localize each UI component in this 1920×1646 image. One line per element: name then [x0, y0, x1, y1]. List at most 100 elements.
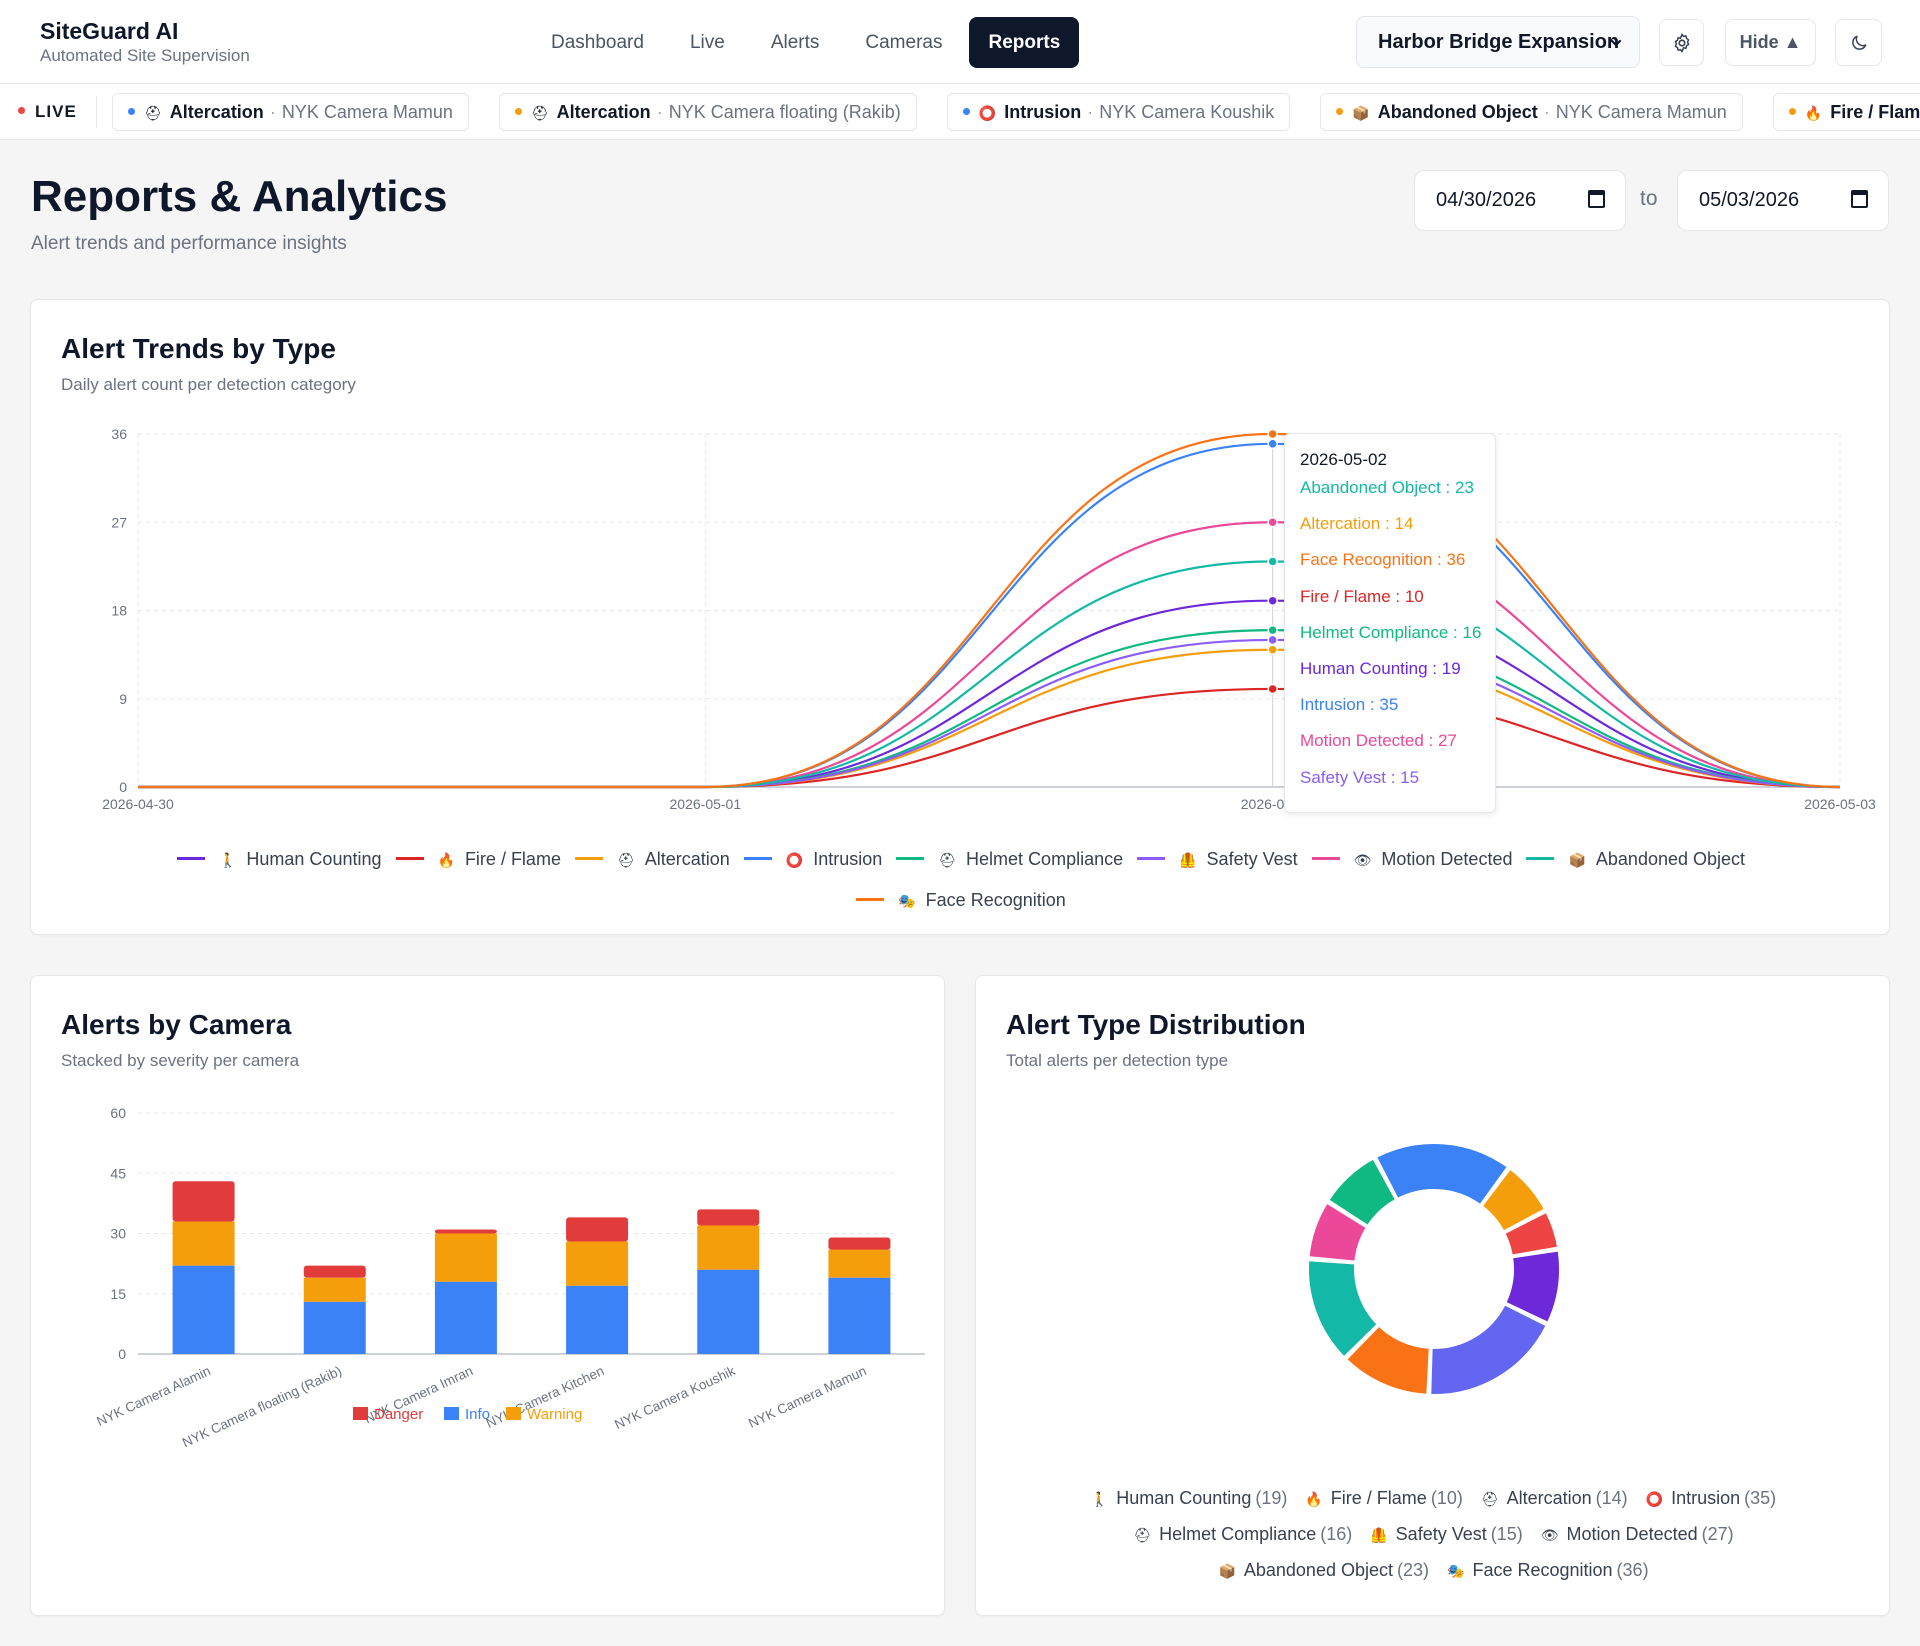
legend-label: Face Recognition [1472, 1560, 1613, 1580]
bar-segment[interactable] [828, 1237, 891, 1250]
hide-button[interactable]: Hide ▲ [1725, 19, 1816, 66]
calendar-icon[interactable] [1588, 190, 1605, 208]
series-point[interactable] [1267, 624, 1278, 636]
bar-segment[interactable] [697, 1225, 760, 1270]
legend-item[interactable]: ⛑ Helmet Compliance (16) [1133, 1517, 1352, 1553]
legend-item[interactable]: ⭕ Intrusion (35) [1646, 1481, 1777, 1517]
donut-slice[interactable] [1429, 1303, 1548, 1396]
bar-segment[interactable] [828, 1249, 891, 1278]
legend-item[interactable]: ⛑ Altercation [574, 839, 730, 880]
nav-dashboard[interactable]: Dashboard [551, 32, 644, 53]
legend-item[interactable]: Warning [506, 1406, 582, 1423]
series-line [137, 687, 1841, 789]
legend-item[interactable]: 🎭 Face Recognition [856, 880, 1066, 921]
legend-item[interactable]: ⭕ Intrusion [743, 839, 882, 880]
legend-item[interactable]: 📦 Abandoned Object (23) [1218, 1553, 1429, 1589]
bar-segment[interactable] [303, 1301, 366, 1354]
x-tick-label: 2026-04-30 [102, 796, 174, 812]
bar-segment[interactable] [172, 1181, 235, 1222]
donut-slice[interactable] [1327, 1157, 1398, 1228]
tooltip-date: 2026-05-02 [1300, 450, 1387, 469]
bar-segment[interactable] [697, 1209, 760, 1226]
ticker-chip[interactable]: ⭕ Intrusion · NYK Camera Koushik [946, 93, 1291, 131]
bar-segment[interactable] [434, 1281, 497, 1354]
project-select[interactable]: Harbor Bridge Expansion [1356, 16, 1640, 68]
legend-item[interactable]: 👁 Motion Detected [1311, 839, 1512, 880]
series-point[interactable] [1267, 683, 1278, 695]
legend-label: Danger [374, 1406, 423, 1423]
donut-slice[interactable] [1504, 1249, 1561, 1325]
legend-item[interactable]: ⛑ Helmet Compliance [896, 839, 1123, 880]
donut-slice[interactable] [1480, 1167, 1547, 1233]
bar-segment[interactable] [697, 1269, 760, 1354]
ticker-chip[interactable]: ⛑ Altercation · NYK Camera floating (Rakib) [498, 93, 917, 131]
alert-type-icon: ⭕ [978, 105, 997, 121]
x-tick-label: NYK Camera Mamun [746, 1363, 869, 1431]
nav-live[interactable]: Live [689, 32, 725, 53]
series-point[interactable] [1267, 438, 1278, 450]
legend-item[interactable]: 🚶 Human Counting (19) [1091, 1481, 1288, 1517]
ticker-camera-name: NYK Camera Mamun [281, 102, 453, 122]
x-tick-label: 2026-05-03 [1804, 796, 1876, 812]
bar-segment[interactable] [303, 1265, 366, 1278]
legend-item[interactable]: ⛑ Altercation (14) [1481, 1481, 1628, 1517]
legend-type-icon: 🔥 [437, 852, 455, 868]
series-point[interactable] [1267, 517, 1278, 528]
series-point[interactable] [1267, 595, 1278, 606]
date-to-input[interactable]: 05/03/2026 [1677, 170, 1889, 231]
legend-count: (15) [1490, 1524, 1523, 1544]
donut-slice[interactable] [1307, 1201, 1369, 1263]
legend-item[interactable]: 🚶 Human Counting [176, 839, 382, 880]
settings-button[interactable] [1659, 19, 1704, 66]
series-point[interactable] [1267, 634, 1278, 646]
legend-type-icon: 🔥 [1305, 1491, 1323, 1507]
theme-toggle-button[interactable] [1835, 19, 1882, 66]
bar-segment[interactable] [172, 1265, 235, 1354]
donut-slice[interactable] [1374, 1142, 1510, 1207]
live-alert-ticker: LIVE ⛑ Altercation · NYK Camera Mamun ⛑ Alter… [0, 84, 1920, 140]
bar-segment[interactable] [566, 1241, 629, 1286]
legend-type-icon: 🚶 [218, 852, 237, 868]
y-tick-label: 0 [119, 779, 127, 795]
donut-slice[interactable] [1344, 1324, 1431, 1396]
bar-segment[interactable] [566, 1217, 629, 1242]
nav-cameras[interactable]: Cameras [865, 32, 943, 53]
ticker-chip[interactable]: 📦 Abandoned Object · NYK Camera Mamun [1320, 93, 1743, 131]
bar-segment[interactable] [828, 1277, 891, 1354]
series-point[interactable] [1267, 556, 1278, 567]
legend-item[interactable]: 🦺 Safety Vest [1137, 839, 1298, 880]
alert-type-donut-chart[interactable] [976, 976, 1891, 1476]
legend-item[interactable]: 📦 Abandoned Object [1526, 839, 1745, 880]
legend-item[interactable]: 🔥 Fire / Flame (10) [1305, 1481, 1462, 1517]
ticker-chip[interactable]: 🔥Fire / Flame·NYK Camera Mamun [1772, 93, 1920, 131]
bar-segment[interactable] [172, 1221, 235, 1266]
legend-item[interactable]: Danger [353, 1406, 423, 1423]
legend-type-icon: 📦 [1568, 852, 1586, 868]
legend-item[interactable]: 🎭 Face Recognition (36) [1447, 1553, 1649, 1589]
donut-slice[interactable] [1307, 1259, 1380, 1359]
nav-reports[interactable]: Reports [969, 17, 1080, 68]
donut-slice[interactable] [1503, 1210, 1560, 1257]
series-point[interactable] [1267, 428, 1278, 440]
ticker-alert-type: Intrusion [1004, 102, 1082, 122]
legend-item[interactable]: 🦺 Safety Vest (15) [1370, 1517, 1523, 1553]
bar-segment[interactable] [434, 1229, 497, 1234]
legend-count: (27) [1701, 1524, 1734, 1544]
legend-item[interactable]: Info [444, 1406, 490, 1423]
series-point[interactable] [1267, 644, 1278, 655]
moon-icon [1849, 32, 1869, 52]
nav-alerts[interactable]: Alerts [770, 32, 820, 53]
ticker-chip[interactable]: ⛑ Altercation · NYK Camera Mamun [112, 93, 469, 131]
legend-line-swatch [896, 856, 925, 860]
legend-line-swatch [856, 897, 885, 901]
bar-segment[interactable] [434, 1233, 497, 1282]
legend-line-swatch [743, 856, 772, 860]
legend-item[interactable]: 🔥 Fire / Flame [395, 839, 561, 880]
calendar-icon[interactable] [1851, 190, 1868, 208]
bar-segment[interactable] [566, 1285, 629, 1354]
date-from-input[interactable]: 04/30/2026 [1414, 170, 1626, 231]
legend-item[interactable]: 👁 Motion Detected (27) [1541, 1517, 1734, 1553]
bar-segment[interactable] [303, 1277, 366, 1302]
